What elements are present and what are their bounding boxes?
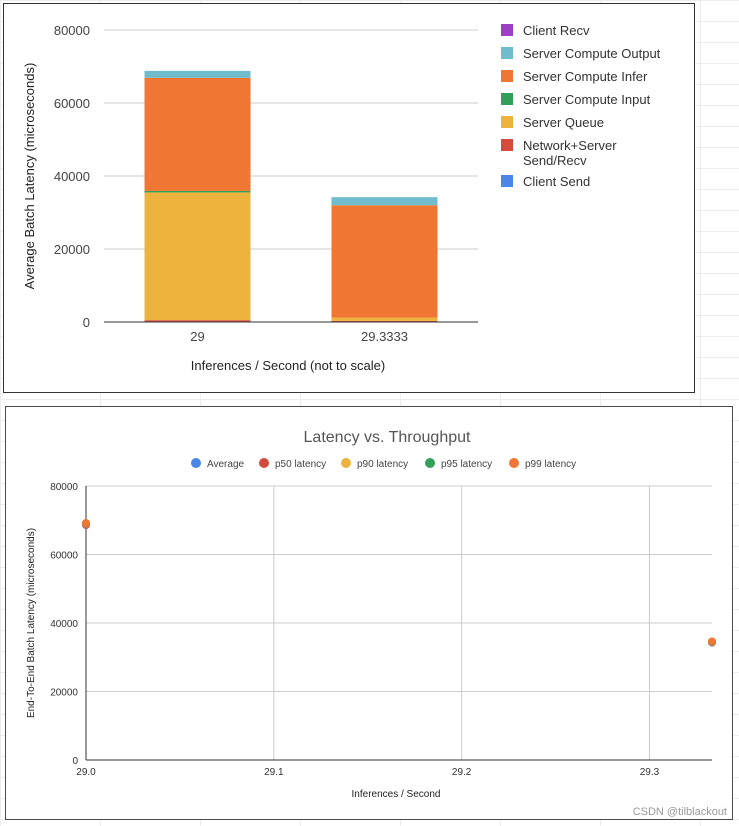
- legend-label: Server Queue: [523, 115, 604, 130]
- legend-label: p50 latency: [275, 459, 326, 470]
- x-tick-label: 29.0: [76, 767, 96, 778]
- y-tick-label: 60000: [50, 551, 78, 562]
- legend-label: Client Recv: [523, 23, 590, 38]
- legend-label: Average: [207, 459, 245, 470]
- x-tick-label: 29.3: [640, 767, 660, 778]
- stacked-bar-chart: 0 20000 40000 60000 80000 29 29.3333 Inferences…: [22, 23, 661, 373]
- legend-swatch: [501, 175, 513, 187]
- legend-label: Network+Server Send/Recv: [523, 138, 617, 168]
- x-tick-label: 29.3333: [361, 329, 408, 344]
- y-tick-label: 20000: [50, 688, 78, 699]
- y-tick-label: 60000: [54, 96, 90, 111]
- bar-segment: [144, 70, 251, 78]
- legend-label: Server Compute Infer: [523, 69, 648, 84]
- legend-label: p90 latency: [357, 459, 408, 470]
- legend-swatch: [501, 70, 513, 82]
- legend-label: Server Compute Input: [523, 92, 651, 107]
- x-tick-label: 29.1: [264, 767, 284, 778]
- legend-swatch: [501, 116, 513, 128]
- legend-marker: [341, 458, 351, 468]
- chart-title: Latency vs. Throughput: [304, 429, 471, 446]
- bar-segment: [144, 320, 251, 322]
- legend-marker: [191, 458, 201, 468]
- bar-segment: [144, 190, 251, 193]
- y-tick-label: 0: [72, 756, 78, 767]
- bar-segment: [331, 320, 438, 322]
- x-axis-title: Inferences / Second (not to scale): [191, 358, 385, 373]
- bar-segment: [144, 192, 251, 321]
- y-tick-label: 20000: [54, 242, 90, 257]
- data-point: [82, 518, 90, 527]
- y-tick-label: 80000: [50, 482, 78, 493]
- bar-segment: [331, 205, 438, 318]
- bar-segment: [144, 77, 251, 191]
- latency-throughput-scatter-chart: Latency vs. Throughput 0 20000 40000 60000 80…: [26, 429, 716, 800]
- legend-label: Client Send: [523, 174, 590, 189]
- legend-marker: [509, 458, 519, 468]
- scatter-chart-panel: Latency vs. Throughput 0 20000 40000 60000 80…: [5, 406, 733, 820]
- legend-marker: [425, 458, 435, 468]
- x-tick-label: 29.2: [452, 767, 472, 778]
- legend-swatch: [501, 93, 513, 105]
- bar-segment: [331, 317, 438, 321]
- y-tick-label: 80000: [54, 23, 90, 38]
- data-point: [708, 637, 716, 646]
- legend-swatch: [501, 24, 513, 36]
- legend-label: p99 latency: [525, 459, 576, 470]
- x-axis-title: Inferences / Second: [352, 789, 441, 800]
- legend-label: Server Compute Output: [523, 46, 661, 61]
- x-tick-label: 29: [190, 329, 204, 344]
- legend-swatch: [501, 47, 513, 59]
- stacked-bar-chart-panel: 0 20000 40000 60000 80000 29 29.3333 Inferences…: [3, 3, 695, 393]
- bar-segment: [331, 197, 438, 206]
- watermark: CSDN @tilblackout: [632, 806, 727, 818]
- y-tick-label: 40000: [50, 619, 78, 630]
- y-axis-title: End-To-End Batch Latency (microseconds): [26, 528, 37, 718]
- legend-swatch: [501, 139, 513, 151]
- y-tick-label: 0: [83, 315, 90, 330]
- legend-label: p95 latency: [441, 459, 492, 470]
- legend-marker: [259, 458, 269, 468]
- y-tick-label: 40000: [54, 169, 90, 184]
- y-axis-title: Average Batch Latency (microseconds): [22, 63, 37, 290]
